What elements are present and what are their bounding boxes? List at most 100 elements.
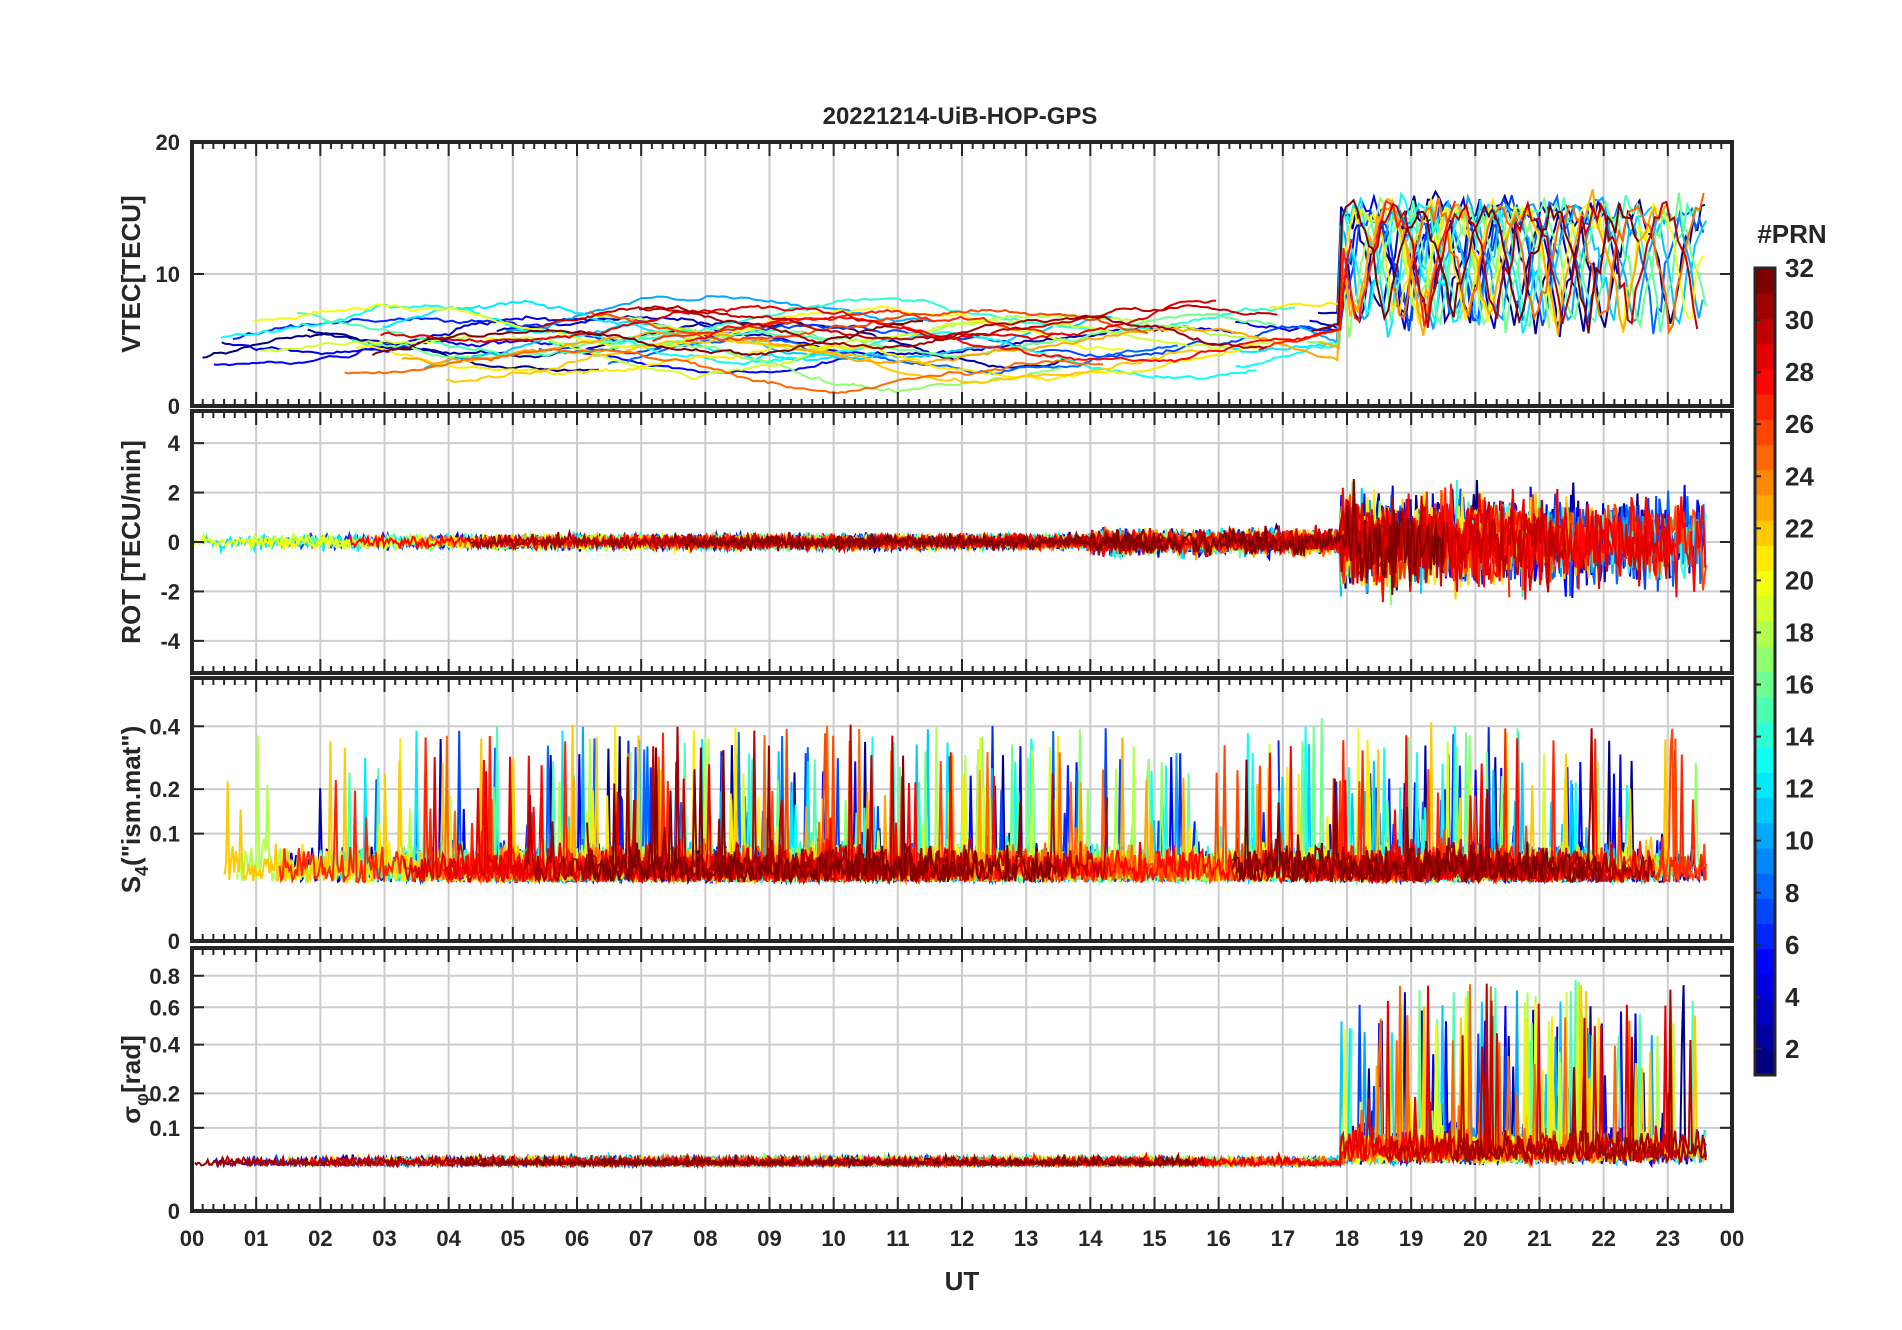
series-line <box>297 311 829 357</box>
colorbar-segment <box>1755 494 1775 521</box>
x-tick-label: 21 <box>1527 1226 1551 1251</box>
x-tick-label: 06 <box>565 1226 589 1251</box>
tick-marks <box>191 141 1733 407</box>
colorbar-segment <box>1755 822 1775 849</box>
series-line <box>401 197 1439 365</box>
colorbar-tick-label: 10 <box>1785 826 1814 856</box>
y-tick-label: 4 <box>168 431 181 456</box>
colorbar-segment <box>1755 671 1775 698</box>
series-line <box>440 1065 1381 1169</box>
series-line <box>685 238 1353 363</box>
panel-sigma: 0 0.1 0.2 0.4 0.6 0.8 σφ[rad] <box>116 946 1734 1224</box>
y-axis-label: ROT [TECU/min] <box>116 440 146 644</box>
series-line <box>1309 195 1619 338</box>
colorbar-tick-label: 16 <box>1785 670 1814 700</box>
x-tick-label: 13 <box>1014 1226 1038 1251</box>
panel-vtec: 0 10 20 VTEC[TECU] <box>116 130 1734 419</box>
series-line <box>1311 198 1640 334</box>
y-tick-label: 0.2 <box>149 777 180 802</box>
colorbar-tick-label: 2 <box>1785 1034 1799 1064</box>
series-line <box>1231 759 1601 884</box>
y-axis-label: S4("ism.mat") <box>116 726 152 894</box>
y-axis-label: σφ[rad] <box>116 1035 152 1123</box>
colorbar-segment <box>1755 469 1775 496</box>
x-tick-label: 18 <box>1335 1226 1359 1251</box>
colorbar-segment <box>1755 621 1775 647</box>
colorbar-tick-label: 18 <box>1785 617 1814 647</box>
y-tick-label: 0.6 <box>149 995 180 1020</box>
panels: 0 10 20 VTEC[TECU] -4 -2 0 2 4 ROT [TECU/min] 0 0.1… <box>116 130 1734 1224</box>
x-tick-label: 07 <box>629 1226 653 1251</box>
y-tick-label: 0.1 <box>149 822 180 847</box>
y-tick-label: 0 <box>168 1199 180 1224</box>
colorbar-segment <box>1755 1049 1775 1076</box>
y-tick-label: 10 <box>156 262 180 287</box>
colorbar-tick-label: 14 <box>1785 722 1814 752</box>
x-tick-label: 16 <box>1206 1226 1230 1251</box>
panel-rot: -4 -2 0 2 4 ROT [TECU/min] <box>116 409 1734 675</box>
x-tick-label: 10 <box>821 1226 845 1251</box>
series-line <box>1372 199 1699 330</box>
series-line <box>372 1028 1391 1169</box>
x-tick-label: 00 <box>180 1226 204 1251</box>
tick-marks <box>191 678 1733 942</box>
x-tick-label: 15 <box>1142 1226 1166 1251</box>
colorbar-segment <box>1755 545 1775 572</box>
series-line <box>1269 197 1505 323</box>
colorbar-segment <box>1755 772 1775 799</box>
series-line <box>213 339 850 375</box>
colorbar-segment <box>1755 747 1775 773</box>
x-tick-label: 19 <box>1399 1226 1423 1251</box>
series-line <box>1219 478 1445 595</box>
colorbar-tick-label: 20 <box>1785 565 1814 595</box>
colorbar-segment <box>1755 595 1775 622</box>
series-line <box>639 304 1267 350</box>
series-line <box>1355 194 1700 333</box>
x-tick-label: 08 <box>693 1226 717 1251</box>
colorbar-label: #PRN <box>1757 219 1826 249</box>
x-tick-label: 00 <box>1720 1226 1744 1251</box>
colorbar-segment <box>1755 318 1775 345</box>
series-line <box>371 319 924 357</box>
tick-marks <box>191 948 1733 1212</box>
x-tick-label: 12 <box>950 1226 974 1251</box>
colorbar-segment <box>1755 394 1775 420</box>
colorbar-tick-label: 28 <box>1785 357 1814 387</box>
panel-s4: 0 0.1 0.2 0.4S4("ism.mat") <box>116 676 1734 954</box>
x-tick-label: 11 <box>886 1226 909 1251</box>
x-tick-label: 02 <box>308 1226 332 1251</box>
y-tick-label: 0 <box>168 530 180 555</box>
series-line <box>589 308 1149 342</box>
x-tick-label: 20 <box>1463 1226 1487 1251</box>
grid <box>192 948 1732 1211</box>
colorbar-tick-label: 8 <box>1785 878 1799 908</box>
series-line <box>252 303 1124 351</box>
series-line <box>1258 199 1457 351</box>
y-tick-label: 0 <box>168 394 180 419</box>
colorbar-segment <box>1755 570 1775 597</box>
colorbar-segment <box>1755 923 1775 950</box>
colorbar-segment <box>1755 520 1775 546</box>
y-tick-label: 0.8 <box>149 964 180 989</box>
colorbar-tick-label: 32 <box>1785 253 1814 283</box>
x-tick-label: 04 <box>436 1226 461 1251</box>
series-line <box>458 1151 1198 1170</box>
colorbar-segment <box>1755 444 1775 471</box>
colorbar-tick-label: 12 <box>1785 774 1814 804</box>
y-tick-label: 0.4 <box>149 714 180 739</box>
series-line <box>344 348 1104 395</box>
x-tick-label: 23 <box>1656 1226 1680 1251</box>
x-tick-label: 03 <box>372 1226 396 1251</box>
series-line <box>1298 193 1704 345</box>
y-tick-label: 0.1 <box>149 1116 180 1141</box>
colorbar-segment <box>1755 974 1775 1000</box>
chart-title: 20221214-UiB-HOP-GPS <box>823 103 1098 130</box>
colorbar-segment <box>1755 419 1775 446</box>
colorbar-frame <box>1753 266 1777 1077</box>
x-tick-label: 05 <box>501 1226 525 1251</box>
series-line <box>223 724 784 885</box>
colorbar-segment <box>1755 999 1775 1026</box>
colorbar-tick-label: 24 <box>1785 461 1814 491</box>
x-tick-label: 01 <box>244 1226 268 1251</box>
